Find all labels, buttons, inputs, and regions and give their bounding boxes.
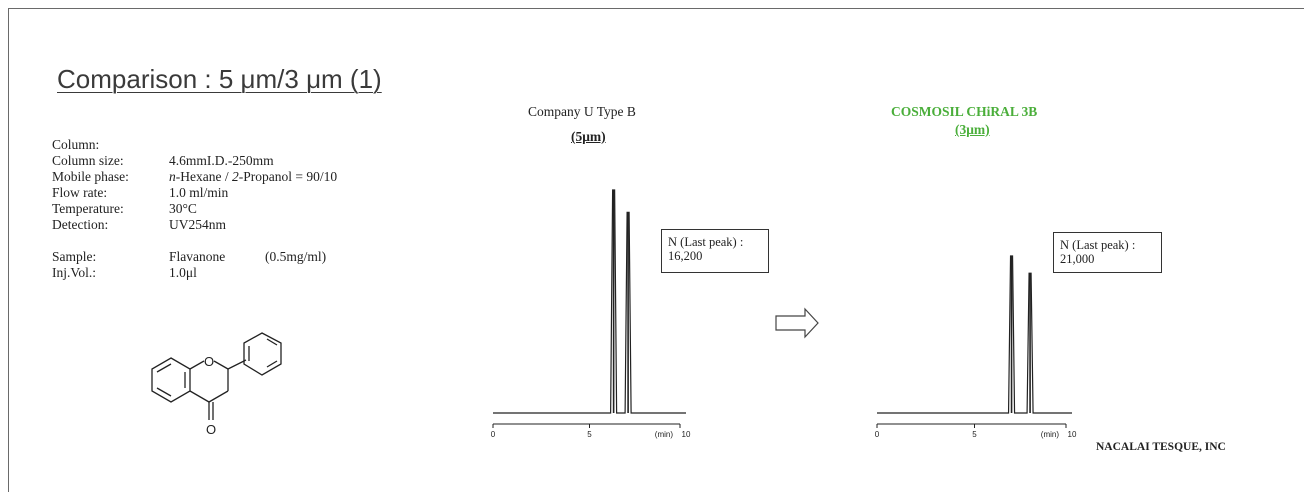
sample-name: Flavanone: [169, 249, 226, 264]
company-name: NACALAI TESQUE, INC: [1096, 441, 1226, 453]
annotation-line2: 16,200: [668, 249, 703, 263]
condition-label: Detection:: [52, 217, 109, 232]
condition-label: Temperature:: [52, 201, 124, 216]
chart2-title: COSMOSIL CHiRAL 3B: [891, 104, 1038, 119]
sample-label: Sample:: [52, 249, 97, 264]
conditions-list: Column: Column size: 4.6mmI.D.-250mm Mobi…: [52, 137, 337, 281]
chart1-plot: 0 5 10 (min): [491, 189, 691, 439]
injection-label: Inj.Vol.:: [52, 265, 97, 280]
condition-value: 1.0 ml/min: [169, 185, 229, 200]
oxygen-atom-label: O: [204, 354, 214, 369]
flavanone-structure-icon: [151, 332, 282, 420]
sample-row: Sample: Flavanone (0.5mg/ml): [52, 249, 337, 265]
carbonyl-oxygen-label: O: [206, 422, 216, 437]
chart1-subtitle: (5μm): [571, 129, 606, 144]
x-unit-label: (min): [655, 430, 674, 439]
chart1-annotation-box: N (Last peak) : 16,200: [661, 229, 769, 273]
annotation-line1: N (Last peak) :: [1060, 238, 1136, 252]
chart2-annotation-box: N (Last peak) : 21,000: [1053, 232, 1162, 273]
annotation-line2: 21,000: [1060, 252, 1095, 266]
condition-value: 4.6mmI.D.-250mm: [169, 153, 274, 168]
condition-row-mobile-phase: Mobile phase: n-Hexane / 2-Propanol = 90/…: [52, 169, 337, 185]
x-unit-label: (min): [1041, 430, 1060, 439]
condition-label: Column:: [52, 137, 100, 152]
x-tick-label: 10: [1068, 430, 1077, 439]
annotation-line1: N (Last peak) :: [668, 235, 744, 249]
injection-row: Inj.Vol.: 1.0μl: [52, 265, 337, 281]
condition-label: Mobile phase:: [52, 169, 129, 184]
x-tick-label: 0: [875, 430, 880, 439]
x-tick-label: 5: [587, 430, 592, 439]
right-arrow-icon: [775, 307, 819, 339]
condition-row-flow-rate: Flow rate: 1.0 ml/min: [52, 185, 337, 201]
x-tick-label: 5: [972, 430, 977, 439]
condition-value: 30°C: [169, 201, 197, 216]
condition-label: Flow rate:: [52, 185, 108, 200]
injection-value: 1.0μl: [169, 265, 197, 280]
condition-row-detection: Detection: UV254nm: [52, 217, 337, 233]
chart2-subtitle: (3μm): [955, 122, 990, 137]
condition-row-temperature: Temperature: 30°C: [52, 201, 337, 217]
condition-row-column: Column:: [52, 137, 337, 153]
chart2-plot: 0 5 10 (min): [875, 255, 1077, 439]
sample-concentration: (0.5mg/ml): [265, 249, 327, 264]
condition-row-column-size: Column size: 4.6mmI.D.-250mm: [52, 153, 337, 169]
condition-label: Column size:: [52, 153, 124, 168]
chart1-title: Company U Type B: [528, 104, 636, 119]
x-tick-label: 0: [491, 430, 496, 439]
mobile-phase-value: n-Hexane / 2-Propanol = 90/10: [169, 169, 338, 184]
chromatogram-trace: [493, 189, 686, 414]
slide-frame: [8, 8, 1304, 492]
x-tick-label: 10: [682, 430, 691, 439]
page-title: Comparison : 5 μm/3 μm (1): [57, 64, 382, 94]
chromatogram-trace: [877, 255, 1072, 414]
condition-value: UV254nm: [169, 217, 226, 232]
